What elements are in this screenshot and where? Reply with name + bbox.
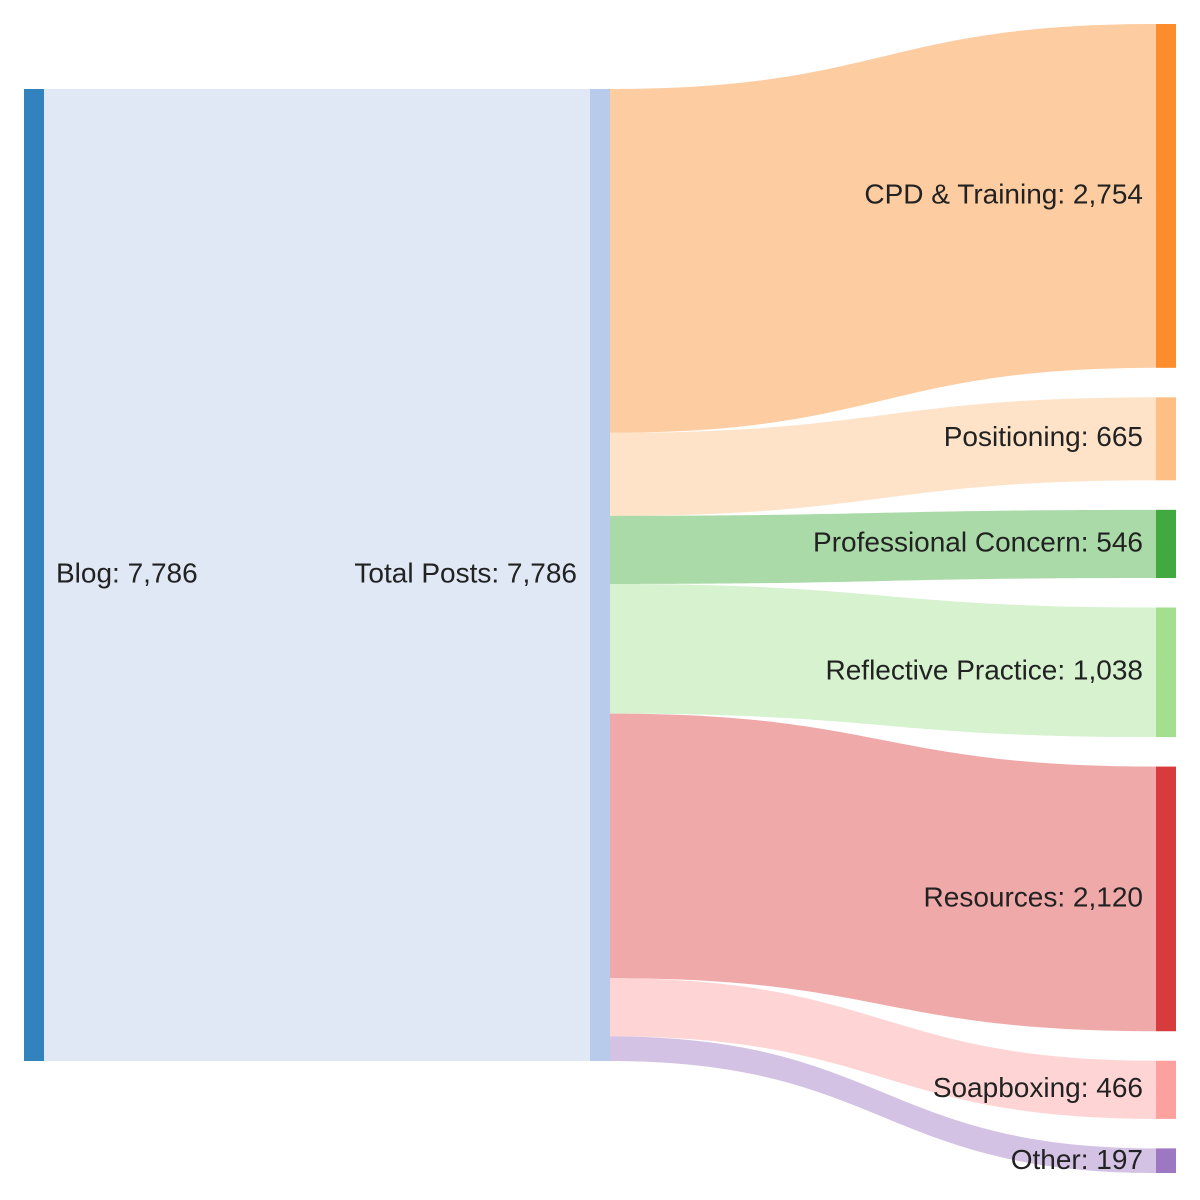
node-reflective xyxy=(1156,607,1176,738)
node-soapboxing xyxy=(1156,1060,1176,1119)
link-total-reflective xyxy=(610,583,1156,738)
node-label-reflective: Reflective Practice: 1,038 xyxy=(826,655,1144,686)
node-positioning xyxy=(1156,397,1176,481)
link-total-soapboxing xyxy=(610,978,1156,1119)
node-concern xyxy=(1156,509,1176,578)
node-label-total: Total Posts: 7,786 xyxy=(354,557,577,588)
sankey-links xyxy=(44,24,1156,1173)
link-total-other xyxy=(610,1036,1156,1173)
node-label-cpd: CPD & Training: 2,754 xyxy=(864,178,1143,209)
node-label-soapboxing: Soapboxing: 466 xyxy=(933,1072,1143,1103)
node-label-positioning: Positioning: 665 xyxy=(944,421,1143,452)
link-total-cpd xyxy=(610,24,1156,433)
node-label-resources: Resources: 2,120 xyxy=(924,881,1143,912)
node-cpd xyxy=(1156,24,1176,368)
node-blog xyxy=(24,89,44,1061)
sankey-labels: Blog: 7,786 Total Posts: 7,786 CPD & Train… xyxy=(56,178,1143,1175)
node-total xyxy=(590,89,610,1061)
node-resources xyxy=(1156,766,1176,1032)
node-other xyxy=(1156,1148,1176,1173)
sankey-nodes xyxy=(24,24,1176,1173)
node-label-other: Other: 197 xyxy=(1011,1144,1143,1175)
link-blog-total xyxy=(44,89,590,1061)
link-total-concern xyxy=(610,509,1156,584)
link-total-positioning xyxy=(610,397,1156,516)
node-label-concern: Professional Concern: 546 xyxy=(813,526,1143,557)
node-label-blog: Blog: 7,786 xyxy=(56,557,198,588)
link-total-resources xyxy=(610,713,1156,1032)
